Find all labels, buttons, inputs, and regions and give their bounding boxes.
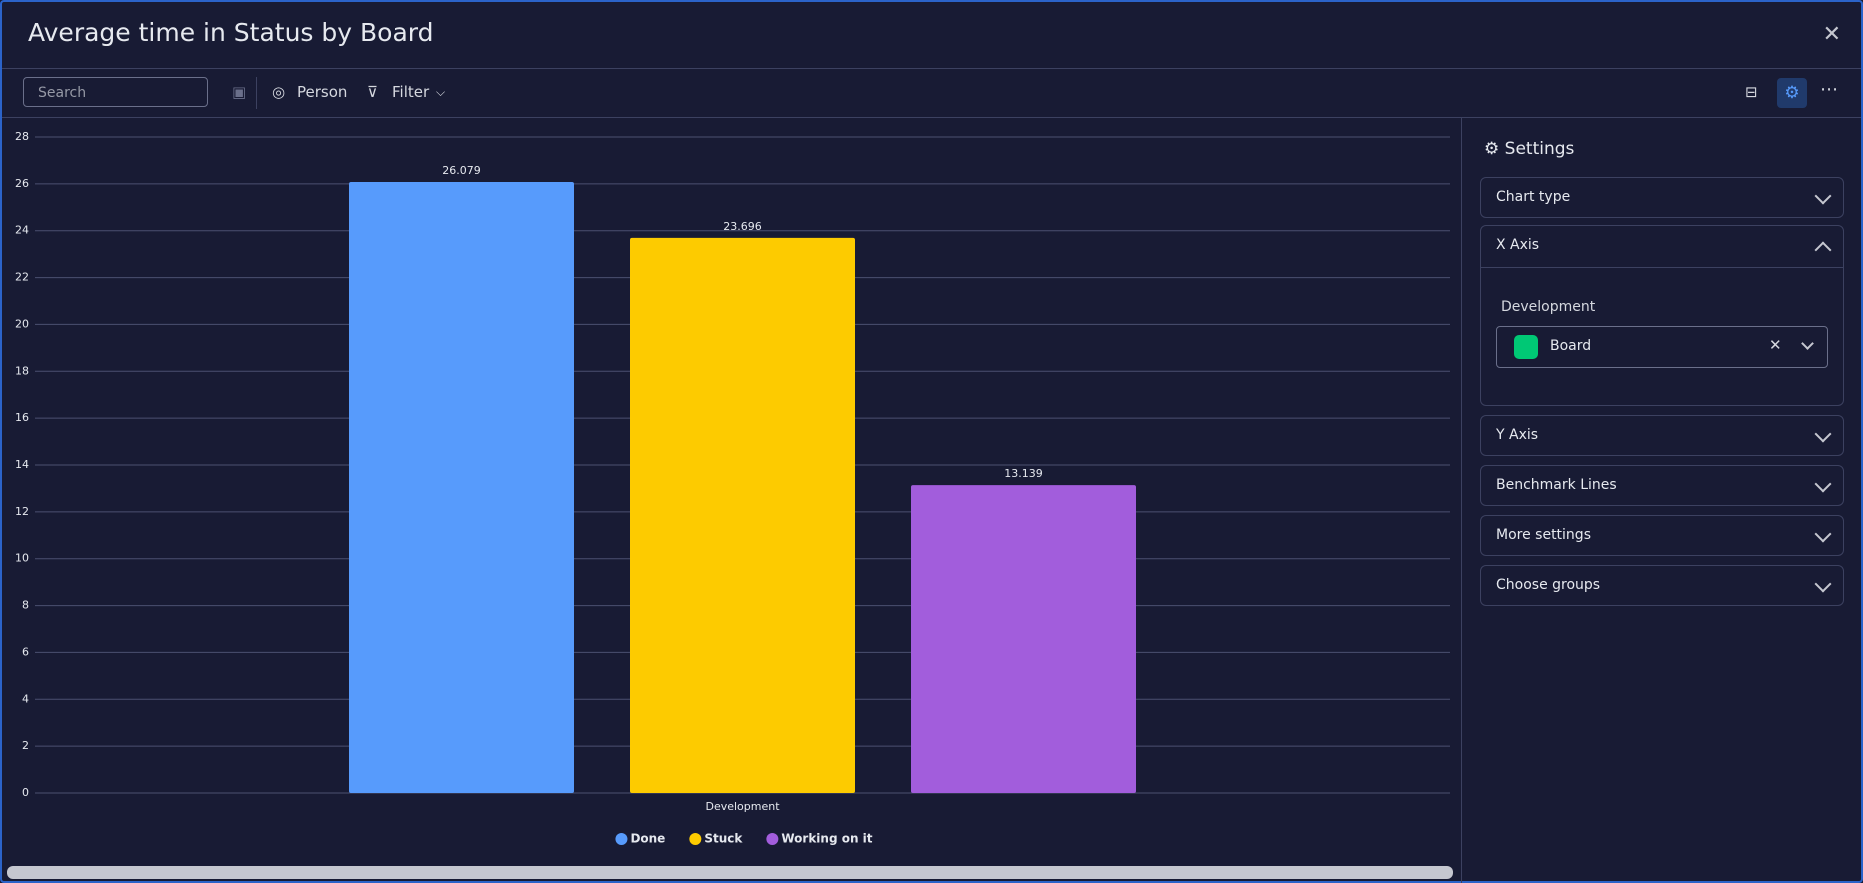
section-title: Benchmark Lines [1496, 477, 1617, 493]
person-button[interactable]: Person [297, 83, 348, 101]
section[interactable]: Choose groups [1480, 565, 1844, 606]
layout-icon[interactable]: ⊟ [1745, 83, 1758, 101]
more-button[interactable]: ⋯ [1820, 79, 1838, 100]
chart-title: Average time in Status by Board [28, 18, 434, 47]
y-tick-label: 24 [15, 224, 29, 237]
chart: 0246810121416182022242628Development26.0… [7, 130, 1453, 879]
field-select[interactable]: Board ✕ [1496, 326, 1828, 368]
toolbar: Search ▣ ◎ Person ⊽ Filter ⌵ ⊟ ⚙ ⋯ [2, 69, 1861, 118]
y-tick-label: 16 [15, 411, 29, 424]
legend-marker [615, 833, 628, 845]
settings-label: Settings [1504, 139, 1575, 159]
search-input[interactable]: Search [23, 77, 208, 107]
x-tick-label: Development [705, 800, 780, 813]
section[interactable]: More settings [1480, 515, 1844, 556]
chevron [1814, 187, 1832, 205]
y-tick-label: 22 [15, 271, 29, 284]
field-value: Board [1550, 338, 1592, 354]
board-icon [1514, 335, 1538, 359]
y-tick-label: 18 [15, 364, 29, 377]
y-tick-label: 10 [15, 552, 29, 565]
header: Average time in Status by Board ✕ [2, 2, 1861, 69]
value-label: 13.139 [1004, 467, 1043, 480]
chevron [1814, 425, 1832, 443]
y-tick-label: 20 [15, 317, 29, 330]
settings-title: ⚙ Settings [1484, 139, 1575, 159]
value-label: 26.079 [442, 164, 481, 177]
y-tick-label: 12 [15, 505, 29, 518]
chevron [1814, 575, 1832, 593]
y-tick-label: 8 [22, 599, 29, 612]
close-button[interactable]: ✕ [1822, 22, 1841, 47]
person-icon[interactable]: ◎ [272, 83, 286, 101]
filter-icon[interactable]: ⊽ [367, 83, 378, 101]
chevron [1814, 525, 1832, 543]
chevron [1801, 337, 1814, 350]
y-tick-label: 2 [22, 739, 29, 752]
filter-button[interactable]: Filter [392, 83, 430, 101]
y-tick-label: 4 [22, 692, 29, 705]
bar [630, 237, 855, 794]
settings-button[interactable]: ⚙ [1777, 78, 1807, 108]
chevron [1814, 475, 1832, 493]
section-title: More settings [1496, 527, 1591, 543]
section-title: Choose groups [1496, 577, 1601, 593]
section-title: X Axis [1496, 237, 1540, 253]
y-tick-label: 14 [15, 458, 29, 471]
value-label: 23.696 [723, 220, 762, 233]
legend-label: Working on it [781, 832, 872, 846]
settings-panel: ⚙ Settings Chart type X Axis Development… [1461, 118, 1863, 883]
clear-button[interactable]: ✕ [1769, 336, 1782, 354]
bar [349, 182, 574, 793]
legend-label: Done [630, 832, 665, 846]
section[interactable]: Y Axis [1480, 415, 1844, 456]
section[interactable]: X Axis Development Board ✕ [1480, 225, 1844, 406]
chevron [1814, 241, 1832, 259]
bar [911, 485, 1136, 793]
divider [256, 77, 257, 109]
section[interactable]: Benchmark Lines [1480, 465, 1844, 506]
y-tick-label: 6 [22, 645, 29, 658]
y-tick-label: 26 [15, 177, 29, 190]
save-icon[interactable]: ▣ [232, 83, 247, 101]
legend-marker [766, 833, 779, 845]
scrollbar[interactable] [7, 866, 1453, 879]
divider [1481, 267, 1843, 268]
filter-dropdown[interactable]: ⌵ [436, 85, 446, 99]
y-tick-label: 28 [15, 130, 29, 143]
section-title: Chart type [1496, 189, 1571, 205]
legend-marker [689, 833, 702, 845]
y-tick-label: 0 [22, 786, 29, 799]
group-label: Development [1501, 299, 1596, 315]
legend-label: Stuck [704, 832, 743, 846]
section[interactable]: Chart type [1480, 177, 1844, 218]
section-title: Y Axis [1496, 427, 1539, 443]
